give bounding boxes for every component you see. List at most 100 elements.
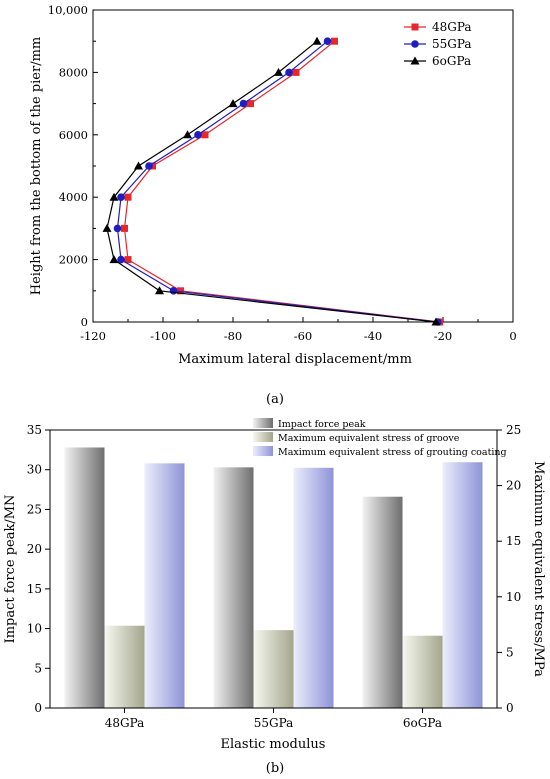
legend-label-b: Maximum equivalent stress of groove — [278, 433, 460, 444]
x-tick-label-a: -40 — [364, 329, 383, 343]
y-tick-label-a: 0 — [81, 315, 88, 329]
bar-Maximum equivalent stress of groove — [402, 635, 443, 708]
data-point — [177, 287, 184, 295]
y-axis-left-ticks-b: 0 5 10 15 20 25 30 35 — [27, 423, 50, 715]
bar-Maximum equivalent stress of grouting coating — [293, 467, 334, 708]
series-line — [116, 40, 438, 323]
x-axis-ticks-a: -120 -100 -80 -60 -40 -20 0 — [80, 317, 517, 343]
data-point — [239, 99, 248, 108]
legend-swatch-b — [253, 418, 273, 428]
data-point — [102, 223, 112, 232]
data-point — [145, 162, 153, 170]
data-point — [292, 68, 300, 76]
legend-swatch-b — [253, 446, 273, 456]
x-tick-label-a: -60 — [294, 329, 313, 343]
y-left-tick-label-b: 20 — [27, 542, 42, 556]
x-tick-label-a: -120 — [80, 329, 106, 343]
bar-Maximum equivalent stress of groove — [253, 630, 294, 708]
y-left-tick-label-b: 30 — [27, 463, 42, 477]
bar-chart-panel-b: 0 5 10 15 20 25 30 35 0 5 10 15 20 25 48GPa 55GPa 6oGP… — [3, 418, 546, 776]
bar-Maximum equivalent stress of groove — [104, 625, 145, 708]
legend-label-a: 48GPa — [432, 20, 472, 34]
x-axis-label-b: Elastic modulus — [221, 737, 326, 752]
data-point — [155, 286, 164, 295]
y-left-tick-label-b: 35 — [27, 423, 42, 437]
legend-swatch-b — [253, 432, 273, 442]
y-right-tick-label-b: 20 — [506, 479, 521, 493]
x-tick-label-a: 0 — [509, 329, 516, 343]
y-tick-label-a: 8000 — [59, 65, 88, 79]
y-tick-label-a: 4000 — [59, 190, 88, 204]
series-6oGPa — [102, 36, 441, 326]
x-tick-label-b: 6oGPa — [403, 716, 442, 730]
data-point — [109, 192, 119, 201]
y-left-tick-label-b: 0 — [34, 701, 42, 715]
bar-Impact force peak — [64, 447, 105, 708]
data-point — [228, 99, 238, 108]
legend-item-a: 55GPa — [404, 37, 472, 51]
data-point — [117, 193, 125, 201]
legend-label-b: Impact force peak — [278, 419, 366, 430]
legend-item-b: Maximum equivalent stress of groove — [253, 432, 460, 444]
x-axis-label-a: Maximum lateral displacement/mm — [178, 352, 412, 367]
legend-label-a: 55GPa — [432, 37, 472, 51]
x-tick-label-a: -20 — [434, 329, 453, 343]
data-point — [121, 224, 128, 232]
legend-label-a: 6oGPa — [432, 54, 471, 68]
bar-Maximum equivalent stress of grouting coating — [144, 463, 185, 708]
y-left-tick-label-b: 10 — [27, 622, 42, 636]
y-right-tick-label-b: 5 — [506, 645, 514, 659]
legend-a: 48GPa 55GPa 6oGPa — [404, 20, 472, 68]
data-point — [117, 255, 125, 264]
y-axis-label-a: Height from the bottom of the pier/mm — [29, 37, 44, 295]
x-tick-label-a: -100 — [150, 329, 176, 343]
y-right-tick-label-b: 15 — [506, 534, 521, 548]
legend-item-b: Impact force peak — [253, 418, 366, 430]
y-tick-label-a: 2000 — [59, 253, 88, 267]
data-point — [134, 161, 143, 170]
y-axis-ticks-a: 0 2000 4000 6000 8000 10,000 — [48, 3, 98, 329]
y-axis-right-ticks-b: 0 5 10 15 20 25 — [497, 423, 521, 715]
legend-b: Impact force peak Maximum equivalent stre… — [253, 418, 507, 458]
panel-label-b: (b) — [266, 761, 284, 776]
data-point — [323, 37, 332, 45]
data-point — [285, 68, 293, 77]
y-left-tick-label-b: 5 — [34, 661, 42, 675]
data-point — [183, 130, 192, 139]
y-left-tick-label-b: 25 — [27, 502, 42, 516]
line-chart-panel-a: -120 -100 -80 -60 -40 -20 0 0 2000 4000 6000 8000 1… — [29, 3, 517, 407]
legend-marker — [411, 40, 419, 48]
data-point — [124, 193, 132, 201]
bar-Impact force peak — [362, 496, 403, 708]
data-point — [247, 100, 254, 108]
y-right-tick-label-b: 0 — [506, 701, 514, 715]
data-point — [169, 287, 178, 295]
data-point — [274, 67, 283, 76]
data-point — [109, 255, 119, 264]
legend-label-b: Maximum equivalent stress of grouting co… — [278, 447, 507, 458]
series-group-a — [102, 36, 443, 326]
bar-Maximum equivalent stress of grouting coating — [442, 462, 483, 708]
data-point — [194, 131, 202, 139]
bars-group-b — [64, 447, 483, 708]
y-axis-left-label-b: Impact force peak/MN — [3, 495, 18, 644]
y-right-tick-label-b: 25 — [506, 423, 521, 437]
legend-item-a: 6oGPa — [404, 54, 471, 68]
series-55GPa — [113, 37, 442, 326]
data-point — [312, 36, 322, 45]
legend-item-a: 48GPa — [404, 20, 472, 34]
y-left-tick-label-b: 15 — [27, 582, 42, 596]
x-axis-ticks-b: 48GPa 55GPa 6oGPa — [105, 708, 442, 730]
y-tick-label-a: 6000 — [59, 128, 88, 142]
series-line — [123, 40, 440, 323]
data-point — [124, 256, 132, 264]
series-48GPa — [121, 37, 443, 326]
x-tick-label-b: 55GPa — [254, 716, 294, 730]
bar-Impact force peak — [213, 467, 254, 708]
y-axis-right-label-b: Maximum equivalent stress/MPa — [531, 461, 546, 677]
legend-item-b: Maximum equivalent stress of grouting co… — [253, 446, 507, 458]
series-line — [106, 40, 437, 323]
legend-marker — [410, 56, 420, 65]
x-tick-label-a: -80 — [224, 329, 243, 343]
